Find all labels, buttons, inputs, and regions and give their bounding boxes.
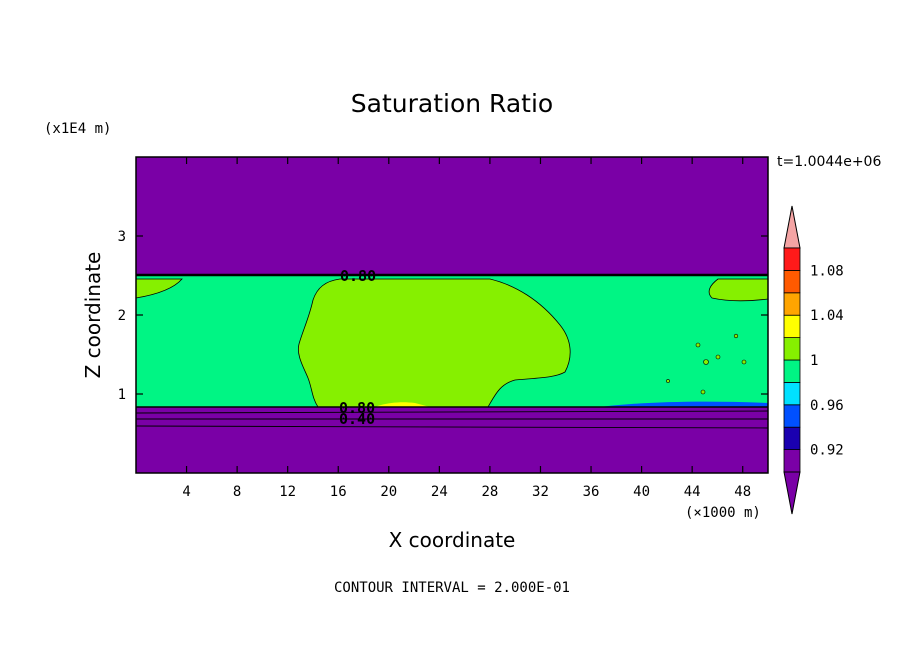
x-tick-label: 4: [182, 484, 190, 500]
small-cloud-features: [666, 333, 747, 395]
colorbar-swatch: [783, 381, 801, 406]
contour-label-base: 0.80: [339, 399, 375, 417]
contour-label-lower: 0.40: [339, 410, 375, 428]
colorbar-swatch: [783, 337, 801, 361]
colorbar-over-arrow: [783, 205, 801, 249]
upper-layer-region: [136, 157, 768, 275]
yellow-sliver: [375, 402, 430, 407]
x-tick-label: 44: [684, 484, 701, 500]
cloud-fleck: [666, 379, 670, 383]
cloud-fleck: [733, 333, 739, 339]
y-unit-label: (x1E4 m): [44, 121, 111, 137]
x-tick-label: 24: [431, 484, 448, 500]
colorbar-swatch: [783, 247, 801, 271]
plot-area: 0.80 0.80 0.40: [135, 156, 769, 474]
y-tick-label: 2: [118, 308, 126, 324]
colorbar-swatch: [783, 426, 801, 451]
cloud-fleck: [700, 389, 706, 395]
cloud-fleck: [741, 359, 747, 365]
x-tick-label: 36: [583, 484, 600, 500]
cloud-fleck: [715, 354, 721, 360]
colorbar-tick-label: 1.08: [810, 263, 844, 279]
time-label: t=1.0044e+06: [777, 154, 881, 170]
cloud-fleck: [703, 359, 709, 365]
colorbar-under-arrow: [783, 471, 801, 515]
lower-layer-region: [136, 407, 768, 473]
colorbar-swatch: [783, 404, 801, 428]
y-tick-label: 1: [118, 387, 126, 403]
colorbar-tick-label: 1: [810, 353, 818, 369]
contour-interval-label: CONTOUR INTERVAL = 2.000E-01: [334, 580, 570, 596]
x-tick-label: 40: [633, 484, 650, 500]
x-tick-label: 32: [532, 484, 549, 500]
x-tick-label: 8: [233, 484, 241, 500]
lower-contour-1: [135, 410, 769, 414]
y-axis-ticks: 1 2 3: [118, 229, 768, 403]
colorbar-swatch: [783, 269, 801, 294]
contour-label-top: 0.80: [340, 267, 376, 285]
x-tick-label: 12: [279, 484, 296, 500]
x-axis-ticks: 4 8 12 16 20 24 28 32 36 40 44 48: [182, 157, 751, 500]
x-unit-label: (×1000 m): [685, 505, 761, 521]
y-tick-label: 3: [118, 229, 126, 245]
colorbar-swatch: [783, 314, 801, 339]
colorbar-tick-label: 0.96: [810, 398, 844, 414]
lower-contour-3: [135, 425, 769, 429]
x-tick-label: 28: [481, 484, 498, 500]
chart-title: Saturation Ratio: [351, 89, 553, 118]
colorbar-swatch: [783, 292, 801, 316]
cloud-top-patch-right: [708, 278, 769, 302]
x-tick-label: 16: [330, 484, 347, 500]
colorbar-swatch: [783, 449, 801, 473]
colorbar: 0.92 0.96 1 1.04 1.08: [783, 205, 844, 515]
y-axis-title: Z coordinate: [81, 252, 105, 379]
x-axis-title: X coordinate: [389, 528, 516, 552]
cloud-fleck: [695, 342, 701, 348]
colorbar-swatch: [783, 359, 801, 383]
x-tick-label: 20: [380, 484, 397, 500]
x-tick-label: 48: [734, 484, 751, 500]
colorbar-tick-label: 1.04: [810, 308, 844, 324]
colorbar-tick-label: 0.92: [810, 443, 844, 459]
